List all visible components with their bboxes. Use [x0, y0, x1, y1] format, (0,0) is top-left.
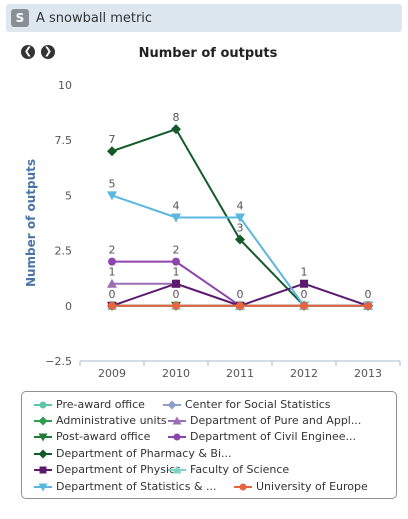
data-point — [236, 301, 244, 310]
data-point — [235, 213, 245, 223]
legend-label: Post-award office — [56, 430, 151, 443]
data-label: 3 — [237, 222, 244, 235]
legend-label: Department of Physics — [56, 463, 181, 476]
data-label: 0 — [301, 288, 308, 301]
legend-swatch-icon — [34, 449, 52, 458]
data-label: 1 — [173, 266, 180, 279]
legend-item[interactable]: Administrative units — [34, 414, 167, 427]
data-point — [172, 279, 180, 288]
data-label: 0 — [109, 288, 116, 301]
data-label: 5 — [109, 177, 116, 190]
y-axis-label: Number of outputs — [24, 159, 38, 287]
data-point — [107, 191, 117, 201]
data-label: 0 — [365, 288, 372, 301]
legend-item[interactable]: Pre-award office — [34, 398, 145, 411]
data-label: 0 — [173, 288, 180, 301]
data-label: 2 — [173, 244, 180, 257]
legend-item[interactable]: Department of Physics — [34, 463, 181, 476]
data-label: 2 — [109, 244, 116, 257]
legend-label: Department of Statistics & ... — [56, 480, 217, 493]
x-tick-label: 2013 — [354, 367, 382, 380]
y-tick-label: 10 — [58, 79, 72, 92]
legend-item[interactable]: Department of Civil Enginee... — [168, 430, 356, 443]
legend-swatch-icon — [34, 433, 52, 441]
legend-swatch-icon — [34, 466, 52, 473]
y-tick-label: 2.5 — [55, 245, 73, 258]
legend-swatch-icon — [34, 416, 52, 425]
legend-swatch-icon — [34, 483, 52, 491]
circle-arrow-right-icon[interactable]: ❯ — [41, 45, 55, 59]
window-header: S A snowball metric — [6, 4, 402, 32]
legend-swatch-icon — [168, 433, 186, 440]
data-point — [171, 124, 181, 135]
legend-label: Center for Social Statistics — [185, 398, 331, 411]
x-tick-label: 2009 — [98, 367, 126, 380]
data-label: 7 — [109, 133, 116, 146]
legend-label: Department of Pure and Appl... — [190, 414, 362, 427]
legend-swatch-icon — [234, 483, 252, 490]
legend-label: Department of Pharmacy & Bi... — [56, 447, 232, 460]
y-tick-label: 5 — [65, 189, 72, 202]
legend-item[interactable]: Center for Social Statistics — [163, 398, 331, 411]
legend-swatch-marker — [39, 466, 47, 473]
legend-item[interactable]: Faculty of Science — [168, 463, 289, 476]
x-tick-label: 2012 — [290, 367, 318, 380]
legend-label: Administrative units — [56, 414, 167, 427]
legend-item[interactable]: Department of Pharmacy & Bi... — [34, 447, 232, 460]
legend-label: Department of Civil Enginee... — [190, 430, 356, 443]
series-university-of-europe — [108, 301, 372, 310]
data-point — [364, 301, 372, 310]
legend-swatch-marker — [39, 401, 47, 408]
legend-label: Pre-award office — [56, 398, 145, 411]
x-tick-label: 2010 — [162, 367, 190, 380]
y-tick-label: 7.5 — [55, 134, 73, 147]
legend-swatch-marker — [239, 483, 247, 490]
legend-item[interactable]: Department of Statistics & ... — [34, 480, 217, 493]
data-point — [172, 257, 180, 266]
data-point — [108, 257, 116, 266]
data-label: 1 — [109, 266, 116, 279]
data-point — [108, 301, 116, 310]
data-point — [235, 234, 245, 245]
data-label: 4 — [237, 199, 244, 212]
chart-legend: Pre-award office Center for Social Statis… — [21, 391, 397, 499]
legend-swatch-marker — [38, 483, 48, 491]
legend-item[interactable]: Department of Pure and Appl... — [168, 414, 361, 427]
legend-swatch-icon — [163, 400, 181, 409]
y-tick-label: −2.5 — [45, 355, 72, 368]
y-tick-label: 0 — [65, 300, 72, 313]
data-label: 1 — [301, 266, 308, 279]
legend-swatch-marker — [167, 400, 177, 409]
data-point — [107, 146, 117, 157]
line-chart: Number of outputs Number of outputs −2.5 0 2… — [24, 46, 401, 380]
legend-swatch-marker — [38, 416, 48, 425]
window-title: A snowball metric — [36, 10, 153, 26]
legend-item[interactable]: University of Europe — [234, 480, 368, 493]
chart-title: Number of outputs — [139, 46, 278, 61]
legend-swatch-icon — [168, 416, 186, 424]
data-label: 4 — [173, 199, 180, 212]
legend-label: University of Europe — [256, 480, 368, 493]
data-label: 0 — [237, 288, 244, 301]
legend-swatch-marker — [38, 449, 48, 458]
legend-swatch-icon — [168, 465, 186, 473]
circle-arrow-left-icon[interactable]: ❮ — [21, 45, 35, 59]
data-point — [300, 279, 308, 288]
data-point — [171, 213, 181, 223]
legend-swatch-marker — [172, 465, 182, 473]
snowball-logo-icon: S — [11, 9, 29, 27]
legend-label: Faculty of Science — [190, 463, 290, 476]
legend-swatch-marker — [172, 416, 182, 424]
legend-swatch-icon — [34, 401, 52, 408]
data-label: 8 — [173, 111, 180, 124]
legend-swatch-marker — [173, 433, 181, 440]
data-point — [172, 301, 180, 310]
data-point — [107, 278, 117, 288]
legend-item[interactable]: Post-award office — [34, 430, 150, 443]
data-point — [300, 301, 308, 310]
legend-swatch-marker — [38, 433, 48, 441]
x-tick-label: 2011 — [226, 367, 254, 380]
